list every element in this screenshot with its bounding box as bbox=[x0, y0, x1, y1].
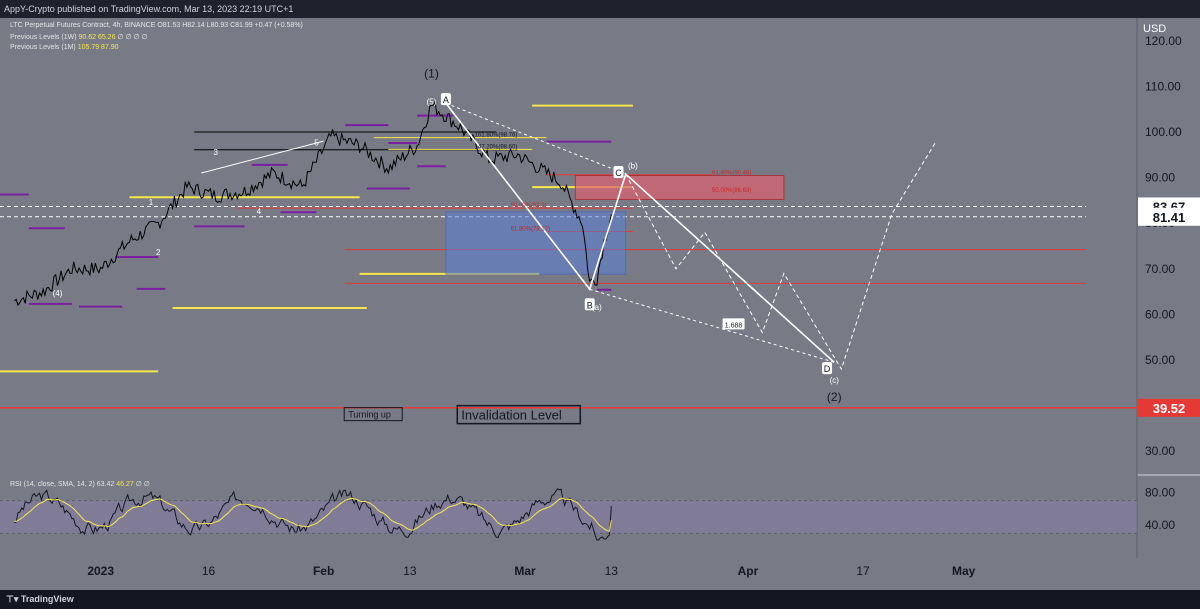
wave-label: (5) bbox=[427, 98, 437, 107]
legend-prev-levels-1w: Previous Levels (1W) 90.62 65.26 ∅ ∅ ∅ ∅ bbox=[10, 33, 148, 41]
wave-label: (c) bbox=[830, 376, 840, 385]
publish-text: AppY-Crypto published on TradingView.com… bbox=[4, 4, 294, 14]
rsi-sma-value: 46.27 bbox=[116, 481, 134, 488]
bd-dotted-line bbox=[589, 288, 835, 363]
fib-label: 50.00%(86.63) bbox=[712, 188, 751, 194]
wave-label: 1 bbox=[149, 198, 154, 207]
wave-label: (a) bbox=[592, 303, 602, 312]
rsi-symbols: ∅ ∅ bbox=[135, 481, 150, 488]
wave-label: C bbox=[615, 168, 622, 178]
abcd-wave-line[interactable] bbox=[445, 102, 835, 363]
turning-up-box bbox=[343, 407, 403, 422]
fib-label: 61.80%(78.17) bbox=[511, 227, 550, 233]
ratio-label: 1.688 bbox=[725, 322, 743, 329]
projection-path bbox=[625, 143, 936, 371]
fib-label: 61.80%(90.46) bbox=[712, 171, 751, 177]
y-tick-label: 120.00 bbox=[1145, 34, 1182, 48]
symbol-line: LTC Perpetual Futures Contract, 4h, BINA… bbox=[10, 22, 156, 29]
legend-prev-levels-1m: Previous Levels (1M) 105.79 87.90 bbox=[10, 44, 119, 51]
invalidation-label: Invalidation Level bbox=[461, 408, 562, 423]
wave-label: A bbox=[443, 95, 449, 105]
red-zone[interactable] bbox=[574, 175, 785, 200]
currency-label: USD bbox=[1143, 23, 1166, 35]
rsi-value: 63.42 bbox=[96, 481, 115, 488]
wave-label: 4 bbox=[257, 207, 262, 216]
y-tick-label: 50.00 bbox=[1145, 353, 1175, 367]
publish-bar: AppY-Crypto published on TradingView.com… bbox=[0, 0, 1200, 18]
wave-label: (b) bbox=[628, 161, 638, 170]
prev-levels-1w-label: Previous Levels (1W) bbox=[10, 34, 77, 41]
price-series-line[interactable] bbox=[14, 100, 612, 307]
wave-label: (4) bbox=[53, 289, 63, 298]
rsi-pane bbox=[0, 476, 1137, 558]
wave-point-badge bbox=[440, 93, 451, 106]
wave-label: (1) bbox=[424, 66, 439, 80]
wave-label: (2) bbox=[827, 390, 842, 404]
prev-levels-1w-symbols: ∅ ∅ ∅ ∅ bbox=[117, 34, 148, 41]
y-tick-label: 30.00 bbox=[1145, 444, 1175, 458]
price-badge-label: 39.52 bbox=[1153, 401, 1186, 416]
prev-levels-1m-values: 105.79 87.90 bbox=[77, 44, 119, 51]
rsi-sma-line bbox=[14, 497, 612, 532]
x-tick-label: 13 bbox=[605, 564, 619, 578]
turning-up-label: Turning up bbox=[348, 410, 391, 420]
rsi-line[interactable] bbox=[14, 488, 612, 541]
blue-zone[interactable] bbox=[445, 211, 627, 275]
x-tick-label: Mar bbox=[514, 564, 536, 578]
invalidation-box bbox=[456, 404, 582, 425]
brand-text: TradingView bbox=[20, 594, 74, 604]
fib-label: 50.00%(83.3) bbox=[511, 203, 547, 209]
price-badge bbox=[1138, 207, 1200, 226]
x-tick-label: 2023 bbox=[87, 564, 114, 578]
fib-label: 161.80%(98.76) bbox=[475, 133, 518, 139]
wave-label: D bbox=[824, 364, 831, 374]
rsi-band bbox=[0, 500, 1137, 534]
wave-label: 3 bbox=[214, 148, 219, 157]
x-tick-label: May bbox=[952, 564, 976, 578]
y-tick-label: 60.00 bbox=[1145, 307, 1175, 321]
rsi-tick-label: 80.00 bbox=[1145, 485, 1175, 499]
wave-label: 2 bbox=[156, 248, 161, 257]
x-tick-label: 17 bbox=[856, 564, 870, 578]
impulse-connector bbox=[201, 140, 324, 174]
wave-point-badge bbox=[822, 362, 833, 375]
y-tick-label: 70.00 bbox=[1145, 262, 1175, 276]
y-tick-label: 100.00 bbox=[1145, 125, 1182, 139]
x-tick-label: 13 bbox=[403, 564, 417, 578]
wave-label: 5 bbox=[314, 139, 319, 148]
price-badge-label: 81.41 bbox=[1153, 210, 1186, 225]
ratio-badge bbox=[722, 318, 745, 330]
ac-dotted-line bbox=[445, 102, 626, 175]
y-tick-label: 110.00 bbox=[1145, 79, 1181, 93]
footer-bar: ⊤▾ TradingView bbox=[0, 590, 1200, 609]
time-axis bbox=[0, 558, 1200, 590]
x-tick-label: 16 bbox=[202, 564, 216, 578]
prev-levels-1w-values: 90.62 65.26 bbox=[78, 34, 116, 41]
rsi-label: RSI (14, close, SMA, 14, 2) bbox=[10, 481, 95, 488]
price-axis bbox=[1137, 18, 1200, 558]
x-tick-label: Feb bbox=[313, 564, 334, 578]
wave-point-badge bbox=[584, 298, 595, 311]
tradingview-logo-icon[interactable]: ⊤▾ TradingView bbox=[6, 594, 74, 604]
y-tick-label: 90.00 bbox=[1145, 171, 1175, 185]
wave-point-badge bbox=[613, 166, 624, 179]
x-tick-label: Apr bbox=[738, 564, 759, 578]
ohlc-values: O81.53 H82.14 L80.93 C81.99 +0.47 (+0.58… bbox=[157, 22, 303, 29]
rsi-tick-label: 40.00 bbox=[1145, 518, 1175, 532]
legend-symbol: LTC Perpetual Futures Contract, 4h, BINA… bbox=[10, 22, 303, 29]
fib-label: 147.20%(98.60) bbox=[475, 144, 518, 150]
price-badge bbox=[1138, 398, 1200, 417]
legend-rsi: RSI (14, close, SMA, 14, 2) 63.42 46.27 … bbox=[10, 480, 150, 488]
wave-label: B bbox=[587, 300, 593, 310]
prev-levels-1m-label: Previous Levels (1M) bbox=[10, 44, 76, 51]
